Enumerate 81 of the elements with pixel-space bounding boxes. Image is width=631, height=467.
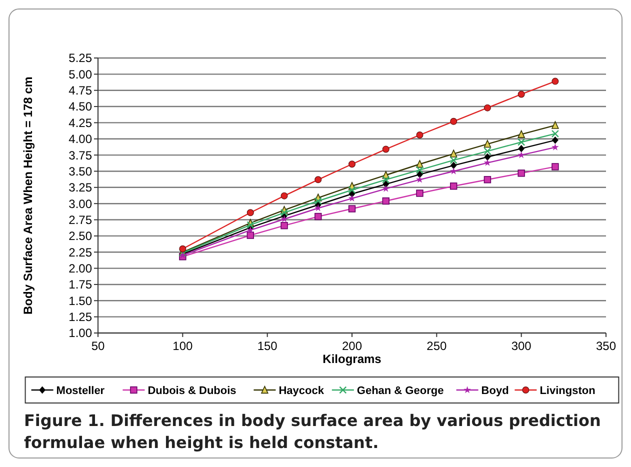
y-tick-label: 2.75: [68, 212, 92, 227]
point: [552, 143, 559, 150]
y-tick-label: 1.00: [68, 326, 92, 340]
point: [314, 212, 322, 220]
point: [416, 166, 424, 174]
y-tick-label: 1.50: [68, 294, 92, 308]
point: [416, 132, 424, 138]
x-axis-title: Kilograms: [322, 352, 382, 366]
x-tick-label: 250: [426, 339, 447, 353]
point: [518, 138, 526, 146]
point: [382, 176, 390, 184]
point: [348, 186, 356, 194]
caption: Figure 1. Differences in body surface area by various prediction formulae when height is held constant.: [24, 411, 601, 452]
point: [382, 146, 390, 153]
point: [518, 170, 525, 177]
point: [348, 160, 356, 168]
point: [518, 130, 525, 138]
y-tick-label: 4.00: [68, 132, 92, 146]
point: [246, 232, 254, 239]
point: [552, 136, 558, 144]
y-tick-label: 1.25: [68, 310, 92, 324]
point: [450, 118, 458, 125]
x-tick-label: 200: [342, 339, 362, 353]
point: [552, 121, 559, 129]
y-tick-label: 2.00: [68, 261, 92, 276]
legend-label: Boyd: [481, 384, 509, 397]
point: [246, 221, 254, 229]
point: [246, 226, 254, 234]
y-tick-label: 3.75: [68, 148, 92, 162]
point: [552, 78, 559, 85]
y-tick-label: 5.00: [68, 67, 92, 82]
point: [382, 197, 390, 205]
point: [518, 90, 525, 98]
point: [314, 176, 322, 184]
y-tick-label: 2.50: [68, 229, 92, 244]
point: [280, 208, 288, 216]
x-tick-label: 300: [511, 339, 532, 353]
y-tick-label: 5.25: [68, 51, 92, 66]
y-tick-label: 4.25: [68, 116, 92, 130]
point: [179, 245, 186, 252]
legend-label: Dubois & Dubois: [148, 384, 236, 397]
y-tick-label: 3.25: [68, 180, 92, 195]
y-tick-label: 3.50: [68, 164, 92, 178]
point: [416, 190, 424, 197]
point: [280, 192, 288, 200]
point: [518, 144, 525, 152]
point: [416, 170, 423, 178]
point: [450, 156, 458, 164]
y-axis-title: Body Surface Area When Height = 178 cm: [21, 76, 35, 314]
legend-label: Haycock: [278, 384, 325, 397]
point: [280, 222, 288, 230]
x-tick-label: 50: [91, 339, 105, 353]
point: [484, 147, 492, 155]
legend-label: Livingston: [540, 384, 596, 397]
y-tick-label: 4.75: [68, 84, 92, 98]
y-tick-label: 4.50: [68, 100, 92, 114]
point: [484, 140, 492, 148]
x-tick-label: 100: [172, 339, 193, 353]
point: [450, 182, 458, 190]
point: [518, 151, 525, 158]
point: [348, 194, 356, 202]
point: [348, 205, 356, 212]
point: [551, 130, 559, 138]
point: [484, 176, 492, 184]
point: [552, 163, 559, 170]
y-tick-label: 2.25: [68, 245, 92, 260]
legend-label: Mosteller: [56, 384, 106, 397]
y-tick-label: 1.75: [68, 278, 92, 292]
point: [450, 150, 458, 158]
point: [484, 104, 491, 112]
point: [246, 209, 254, 216]
y-tick-label: 3.00: [68, 196, 92, 211]
point: [280, 215, 288, 222]
point: [314, 197, 322, 205]
point: [450, 162, 457, 170]
point: [484, 158, 492, 166]
point: [314, 204, 322, 212]
x-tick-label: 350: [596, 339, 616, 353]
legend-label: Gehan & George: [356, 384, 444, 397]
point: [484, 153, 491, 161]
x-tick-label: 150: [257, 339, 278, 353]
